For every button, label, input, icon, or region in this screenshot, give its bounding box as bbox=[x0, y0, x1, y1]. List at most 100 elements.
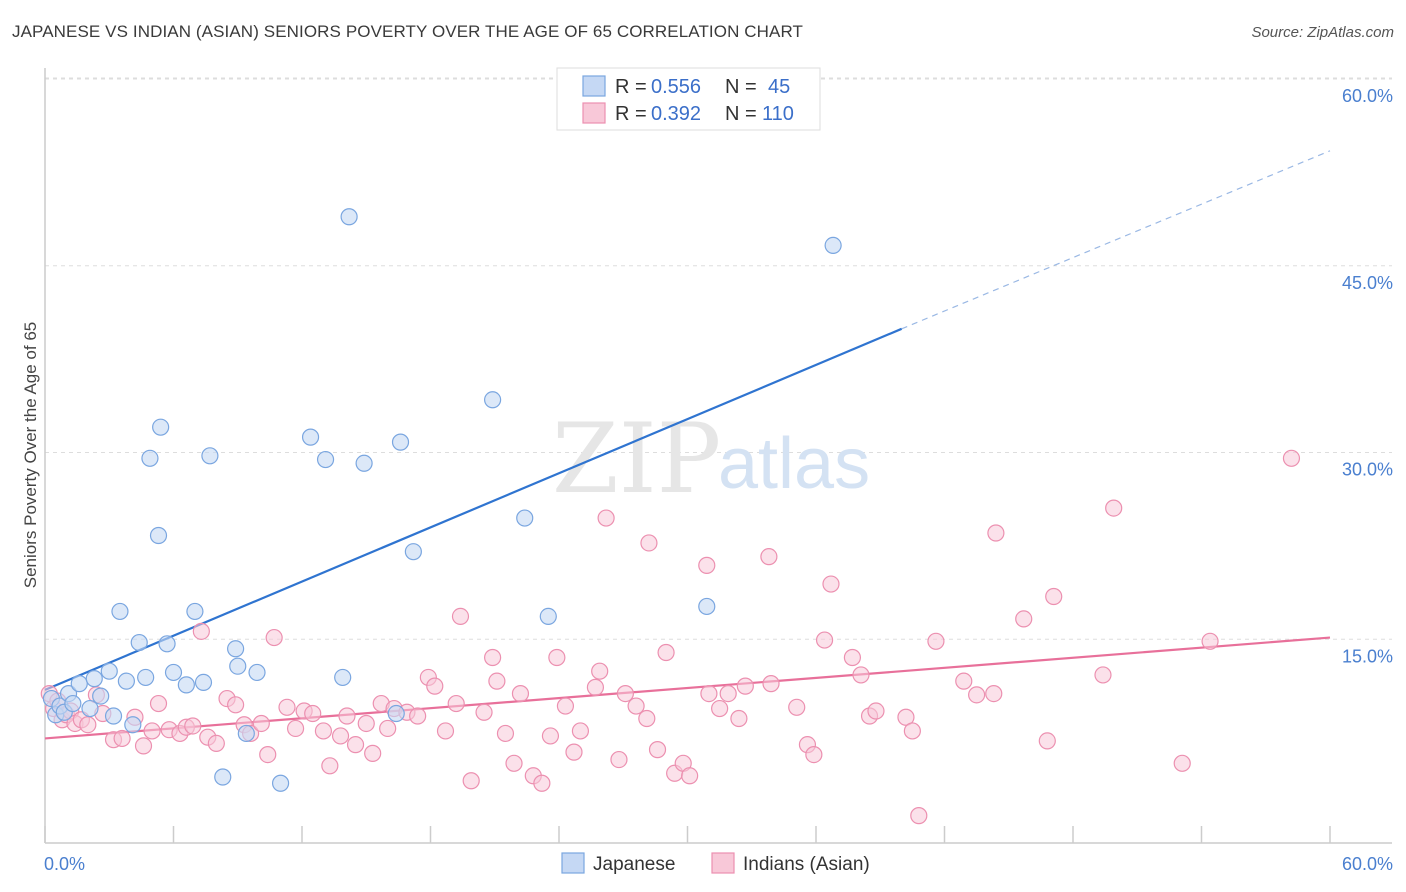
indian-point bbox=[597, 509, 615, 527]
japanese-point bbox=[117, 672, 135, 690]
japanese-point bbox=[64, 694, 82, 713]
indian-point bbox=[788, 698, 806, 716]
indian-point bbox=[843, 648, 862, 667]
watermark-atlas: atlas bbox=[718, 424, 870, 504]
indian-point bbox=[331, 727, 350, 745]
japanese-point bbox=[340, 208, 358, 226]
indian-point bbox=[762, 675, 780, 693]
japanese-point bbox=[111, 602, 129, 621]
japanese-points bbox=[42, 208, 842, 792]
japanese-point bbox=[387, 704, 405, 723]
indian-point bbox=[1173, 754, 1191, 772]
legend-swatch-indian bbox=[582, 102, 606, 124]
indian-point bbox=[867, 702, 885, 720]
japanese-point bbox=[137, 668, 155, 687]
axes bbox=[44, 68, 1392, 844]
indian-points bbox=[40, 449, 1301, 825]
indian-point bbox=[730, 709, 748, 728]
tick-labels: 15.0% 30.0% 45.0% 60.0% 0.0% 60.0% bbox=[44, 86, 1393, 874]
indian-point bbox=[314, 722, 333, 740]
indian-point bbox=[252, 714, 270, 733]
indian-point bbox=[955, 672, 973, 690]
indian-point bbox=[638, 709, 656, 728]
indian-point bbox=[736, 677, 754, 695]
indian-point bbox=[321, 757, 339, 775]
indian-point bbox=[447, 694, 465, 713]
japanese-point bbox=[152, 418, 170, 436]
indian-point bbox=[640, 534, 658, 552]
indian-point bbox=[278, 698, 296, 716]
indian-point bbox=[681, 767, 699, 785]
japanese-point bbox=[214, 768, 232, 786]
indian-point bbox=[265, 628, 283, 647]
y-axis-title: Seniors Poverty Over the Age of 65 bbox=[21, 322, 40, 588]
japanese-point bbox=[237, 724, 255, 743]
japanese-point bbox=[130, 633, 148, 652]
indian-point bbox=[852, 666, 870, 684]
japanese-point bbox=[81, 699, 99, 718]
y-tick-label: 30.0% bbox=[1342, 460, 1393, 480]
legend-n-label-indian: N = bbox=[725, 103, 757, 125]
indian-point bbox=[760, 548, 778, 566]
indian-point bbox=[541, 727, 560, 745]
indian-point bbox=[1094, 666, 1112, 684]
bottom-legend-swatch-indian bbox=[711, 852, 735, 874]
bottom-legend-label-indian: Indians (Asian) bbox=[743, 854, 870, 875]
indian-point bbox=[627, 697, 645, 715]
indian-point bbox=[610, 750, 628, 769]
indian-point bbox=[700, 684, 718, 703]
indian-point bbox=[462, 772, 480, 790]
x-tick-label: 60.0% bbox=[1342, 854, 1393, 874]
indian-point bbox=[1015, 610, 1033, 628]
japanese-point bbox=[164, 663, 183, 682]
indian-point bbox=[616, 684, 634, 703]
japanese-point bbox=[539, 607, 557, 626]
indian-point bbox=[1045, 587, 1063, 606]
japanese-point bbox=[271, 774, 290, 792]
indian-point bbox=[1105, 499, 1123, 517]
indian-point bbox=[113, 729, 131, 748]
indian-point bbox=[496, 724, 515, 743]
indian-point bbox=[192, 622, 210, 640]
y-tick-label: 15.0% bbox=[1342, 646, 1393, 666]
indian-point bbox=[511, 684, 530, 703]
indian-point bbox=[379, 719, 397, 738]
indian-point bbox=[286, 719, 305, 738]
watermark: ZIP atlas bbox=[552, 403, 870, 515]
indian-point bbox=[565, 743, 583, 761]
japanese-point bbox=[355, 454, 373, 472]
indian-point bbox=[1282, 449, 1301, 467]
japanese-point bbox=[404, 543, 422, 561]
y-tick-label: 45.0% bbox=[1342, 273, 1393, 293]
japanese-point bbox=[104, 707, 123, 725]
japanese-point bbox=[194, 673, 213, 691]
indian-point bbox=[426, 677, 444, 695]
series-legend: Japanese Indians (Asian) bbox=[561, 852, 870, 875]
indian-point bbox=[985, 684, 1003, 703]
indian-point bbox=[586, 678, 605, 696]
japanese-point bbox=[186, 602, 204, 621]
japanese-trend-line bbox=[44, 327, 903, 691]
japanese-point bbox=[484, 391, 502, 409]
indian-point bbox=[436, 722, 455, 740]
indian-point bbox=[719, 684, 737, 703]
indian-point bbox=[409, 707, 427, 725]
japanese-point bbox=[301, 428, 320, 446]
indian-point bbox=[338, 707, 356, 725]
indian-point bbox=[815, 631, 834, 649]
legend-swatch-japanese bbox=[582, 75, 606, 97]
japanese-point bbox=[698, 597, 716, 616]
japanese-point bbox=[124, 716, 142, 734]
indian-point bbox=[207, 734, 225, 753]
indian-point bbox=[184, 717, 202, 735]
indian-point bbox=[591, 662, 609, 680]
indian-point bbox=[987, 524, 1005, 542]
indian-point bbox=[571, 722, 590, 740]
japanese-trend-extension bbox=[901, 150, 1331, 330]
japanese-point bbox=[70, 675, 88, 693]
indian-point bbox=[505, 754, 523, 772]
indian-point bbox=[484, 648, 502, 667]
japanese-point bbox=[92, 687, 110, 705]
legend-n-label-japanese: N = bbox=[725, 76, 757, 98]
japanese-point bbox=[158, 635, 176, 653]
